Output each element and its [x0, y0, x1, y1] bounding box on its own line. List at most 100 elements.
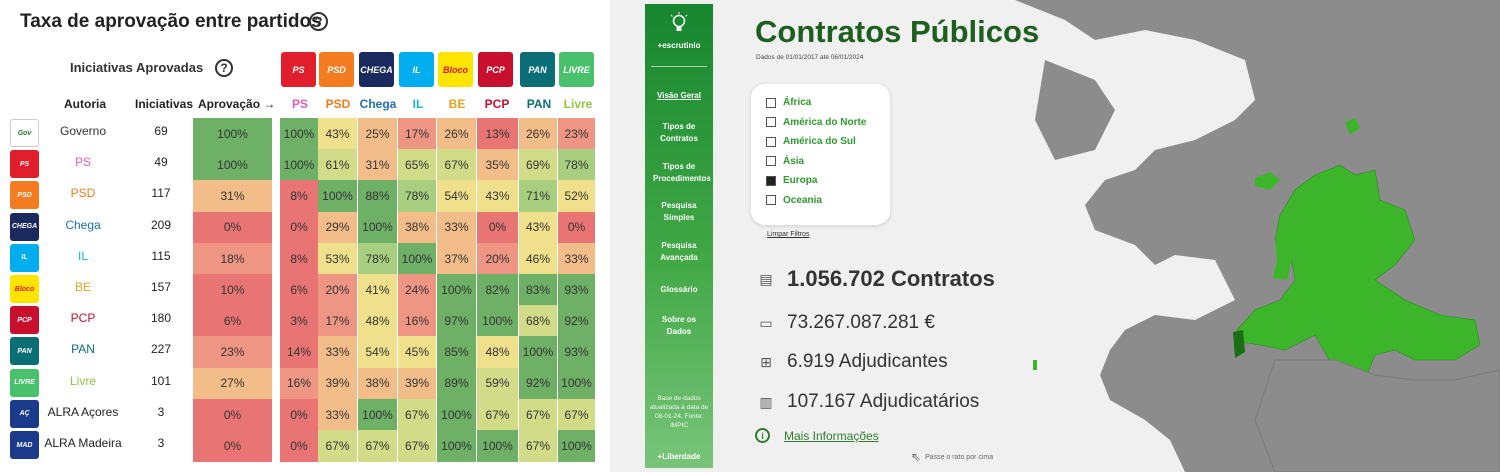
- checkbox[interactable]: [766, 136, 776, 147]
- party-approval-cell: 67%: [519, 430, 557, 462]
- page-title: Contratos Públicos: [755, 14, 1040, 49]
- approval-rate-cell: 0%: [193, 430, 272, 462]
- map-uk: [1273, 232, 1293, 280]
- more-info-link[interactable]: i Mais Informações: [755, 428, 879, 443]
- map-portugal: [1233, 330, 1245, 358]
- nav-item-5[interactable]: Pesquisa Avançada: [660, 241, 698, 262]
- filter-4[interactable]: Ásia: [766, 156, 804, 167]
- party-approval-cell: 100%: [558, 430, 595, 462]
- checkbox[interactable]: [766, 117, 776, 127]
- party-approval-cell: 93%: [558, 274, 595, 306]
- party-approval-cell: 100%: [358, 211, 397, 244]
- party-approval-cell: 85%: [437, 336, 476, 368]
- party-approval-cell: 35%: [477, 149, 518, 181]
- party-logo-3: CHEGA: [359, 52, 394, 87]
- stat-contracts: ▤ 1.056.702 Contratos: [755, 266, 995, 292]
- lightbulb-icon: [670, 12, 688, 31]
- nav-item-7[interactable]: Sobre os Dados: [661, 315, 697, 336]
- party-approval-cell: 38%: [358, 367, 397, 400]
- approval-rate-cell: 6%: [193, 305, 272, 337]
- party-approval-cell: 31%: [358, 149, 397, 181]
- checkbox[interactable]: [766, 97, 776, 108]
- party-header-chega[interactable]: Chega: [359, 97, 397, 111]
- world-map[interactable]: [715, 0, 1500, 472]
- filter-6[interactable]: Oceania: [766, 195, 822, 206]
- party-header-be[interactable]: BE: [448, 97, 466, 111]
- party-logo-6: PCP: [478, 52, 513, 87]
- party-approval-cell: 48%: [358, 305, 397, 337]
- checkbox[interactable]: [766, 195, 776, 205]
- initiatives-count: 101: [150, 373, 172, 388]
- author-logo: PS: [10, 150, 39, 179]
- party-approval-cell: 8%: [280, 242, 318, 275]
- party-logo-2: PSD: [319, 52, 354, 87]
- party-approval-cell: 53%: [318, 242, 357, 275]
- initiatives-count: 117: [151, 186, 171, 201]
- brand-logo[interactable]: +escrutinio: [657, 41, 701, 50]
- nav-item-4[interactable]: Pesquisa Simples: [661, 201, 697, 222]
- nav-item-1[interactable]: Visão Geral: [657, 91, 701, 100]
- party-approval-cell: 45%: [398, 336, 436, 368]
- party-header-ps[interactable]: PS: [291, 97, 308, 111]
- author-name: PSD: [70, 186, 96, 201]
- checkbox[interactable]: [766, 156, 776, 166]
- nav-item-6[interactable]: Glossário: [660, 285, 698, 294]
- help-icon[interactable]: ?: [309, 12, 328, 31]
- clear-filters-link[interactable]: Limpar Filtros: [767, 231, 810, 238]
- author-name: Livre: [69, 373, 96, 388]
- liberdade-logo[interactable]: +Liberdade: [657, 452, 701, 461]
- checkbox[interactable]: [766, 175, 776, 186]
- party-approval-cell: 25%: [358, 118, 397, 150]
- continent-filter: África América do Norte América do Sul Ásia…: [751, 84, 890, 225]
- party-approval-cell: 14%: [280, 336, 318, 368]
- party-approval-cell: 71%: [519, 180, 557, 212]
- party-approval-cell: 0%: [280, 430, 318, 462]
- party-header-psd[interactable]: PSD: [325, 97, 351, 111]
- party-approval-cell: 100%: [519, 336, 557, 368]
- party-header-livre[interactable]: Livre: [563, 97, 593, 111]
- map-iceland: [1255, 172, 1280, 190]
- nav-item-2[interactable]: Tipos de Contratos: [660, 122, 698, 143]
- author-logo: IL: [10, 243, 39, 272]
- party-approval-cell: 48%: [477, 336, 518, 368]
- party-header-il[interactable]: IL: [412, 97, 424, 111]
- author-logo: PSD: [10, 181, 39, 210]
- document-icon: ▤: [759, 270, 773, 287]
- party-approval-cell: 52%: [558, 180, 595, 212]
- party-header-pcp[interactable]: PCP: [484, 97, 510, 111]
- filter-5[interactable]: Europa: [766, 175, 817, 186]
- party-logo-8: LIVRE: [559, 52, 594, 87]
- approval-panel: Taxa de aprovação entre partidos ? Inici…: [0, 0, 610, 472]
- author-logo: PAN: [10, 337, 39, 366]
- party-approval-cell: 33%: [437, 211, 476, 244]
- party-approval-cell: 29%: [318, 211, 357, 244]
- stat-adjudicantes: ⊞ 6.919 Adjudicantes: [755, 351, 947, 373]
- filter-1[interactable]: África: [766, 97, 811, 108]
- party-approval-cell: 69%: [519, 149, 557, 181]
- party-approval-cell: 59%: [477, 367, 518, 400]
- filter-label: Ásia: [783, 155, 805, 167]
- filter-2[interactable]: América do Norte: [766, 117, 866, 128]
- party-approval-cell: 67%: [558, 398, 595, 431]
- party-approval-cell: 100%: [437, 398, 476, 431]
- author-name: PCP: [70, 311, 96, 326]
- party-approval-cell: 78%: [558, 149, 595, 181]
- party-approval-cell: 67%: [437, 149, 476, 181]
- party-approval-cell: 68%: [519, 305, 557, 337]
- party-approval-cell: 100%: [280, 118, 318, 150]
- party-approval-cell: 0%: [280, 398, 318, 431]
- author-name: Governo: [59, 124, 107, 138]
- nav-item-3[interactable]: Tipos de Procedimentos: [653, 162, 711, 183]
- header-aprovacao[interactable]: Aprovação →: [198, 97, 276, 111]
- party-approval-cell: 100%: [477, 430, 518, 462]
- party-approval-cell: 16%: [398, 305, 436, 337]
- party-approval-cell: 97%: [437, 305, 476, 337]
- filter-3[interactable]: América do Sul: [766, 136, 856, 147]
- party-approval-cell: 37%: [437, 242, 476, 275]
- stat-value: ▭ 73.267.087.281 €: [755, 312, 935, 334]
- party-approval-cell: 43%: [477, 180, 518, 212]
- party-approval-cell: 83%: [519, 274, 557, 306]
- party-header-pan[interactable]: PAN: [526, 97, 552, 111]
- author-logo: CHEGA: [10, 212, 39, 241]
- help-icon[interactable]: ?: [215, 59, 233, 77]
